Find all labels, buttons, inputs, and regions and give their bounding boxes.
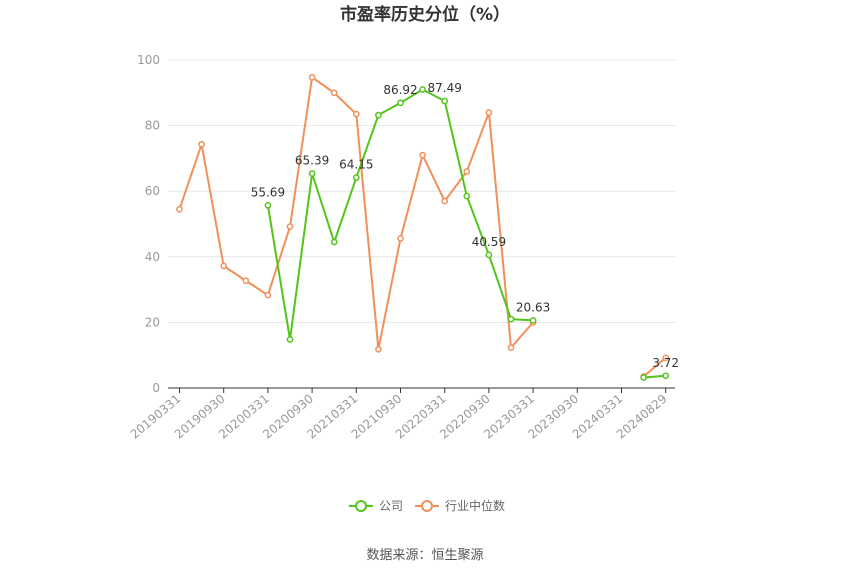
data-point [507, 315, 515, 323]
series-line [643, 374, 666, 379]
data-point [264, 201, 272, 209]
data-point [419, 86, 426, 93]
legend-item-company: 公司 [349, 499, 403, 513]
legend: 公司 行业中位数 [349, 498, 505, 513]
series-line [642, 357, 667, 378]
data-point [242, 277, 250, 285]
legend-item-industry-median: 行业中位数 [415, 498, 505, 513]
data-point [264, 291, 272, 299]
y-tick-label: 100 [137, 53, 160, 67]
data-label: 64.15 [339, 158, 373, 172]
data-label: 65.39 [295, 154, 329, 168]
y-tick-label: 40 [145, 250, 160, 264]
y-tick-label: 60 [145, 184, 160, 198]
data-point [441, 97, 449, 105]
data-point [507, 344, 515, 352]
data-point [662, 354, 670, 362]
chart-title: 市盈率历史分位（%） [340, 4, 510, 25]
data-point [198, 140, 205, 148]
data-point [375, 345, 382, 353]
legend-label: 公司 [379, 499, 403, 513]
data-label: 3.72 [652, 356, 679, 370]
data-point [308, 74, 316, 81]
data-point [330, 238, 338, 246]
series-line [266, 88, 534, 340]
data-point [640, 374, 647, 381]
data-point [662, 372, 670, 380]
data-point [463, 192, 471, 200]
axes: 0204060801002019033120190930202003312020… [128, 53, 675, 442]
series-layer [176, 74, 670, 381]
source-note: 数据来源：恒生聚源 [366, 548, 483, 563]
y-tick-label: 0 [152, 381, 160, 395]
data-point [330, 89, 338, 97]
legend-label: 行业中位数 [445, 498, 505, 513]
data-labels: 55.69 65.39 64.15 86.92 87.49 40.59 20.63 3.72 [251, 81, 679, 370]
series-company [264, 86, 670, 381]
data-label: 87.49 [428, 81, 462, 95]
data-point [220, 262, 228, 270]
data-label: 40.59 [472, 235, 506, 249]
data-point [352, 174, 360, 181]
y-tick-label: 20 [145, 315, 160, 329]
data-point [397, 99, 404, 107]
legend-marker [421, 500, 433, 512]
data-point [352, 110, 360, 118]
data-point [529, 316, 537, 324]
data-point [286, 223, 294, 230]
data-point [441, 197, 449, 205]
data-point [485, 109, 493, 116]
series-industry-median [176, 74, 670, 380]
data-point [308, 170, 316, 177]
data-point [485, 251, 493, 259]
data-point [176, 205, 183, 213]
data-point [375, 111, 382, 119]
data-label: 20.63 [516, 300, 550, 314]
series-line [178, 75, 534, 351]
data-label: 55.69 [251, 185, 285, 199]
data-label: 86.92 [383, 83, 417, 97]
data-point [419, 151, 426, 159]
legend-marker [355, 500, 367, 512]
data-point [397, 235, 404, 242]
grid [168, 59, 675, 323]
y-tick-label: 80 [145, 119, 160, 133]
data-point [286, 336, 294, 343]
data-point [463, 168, 471, 175]
